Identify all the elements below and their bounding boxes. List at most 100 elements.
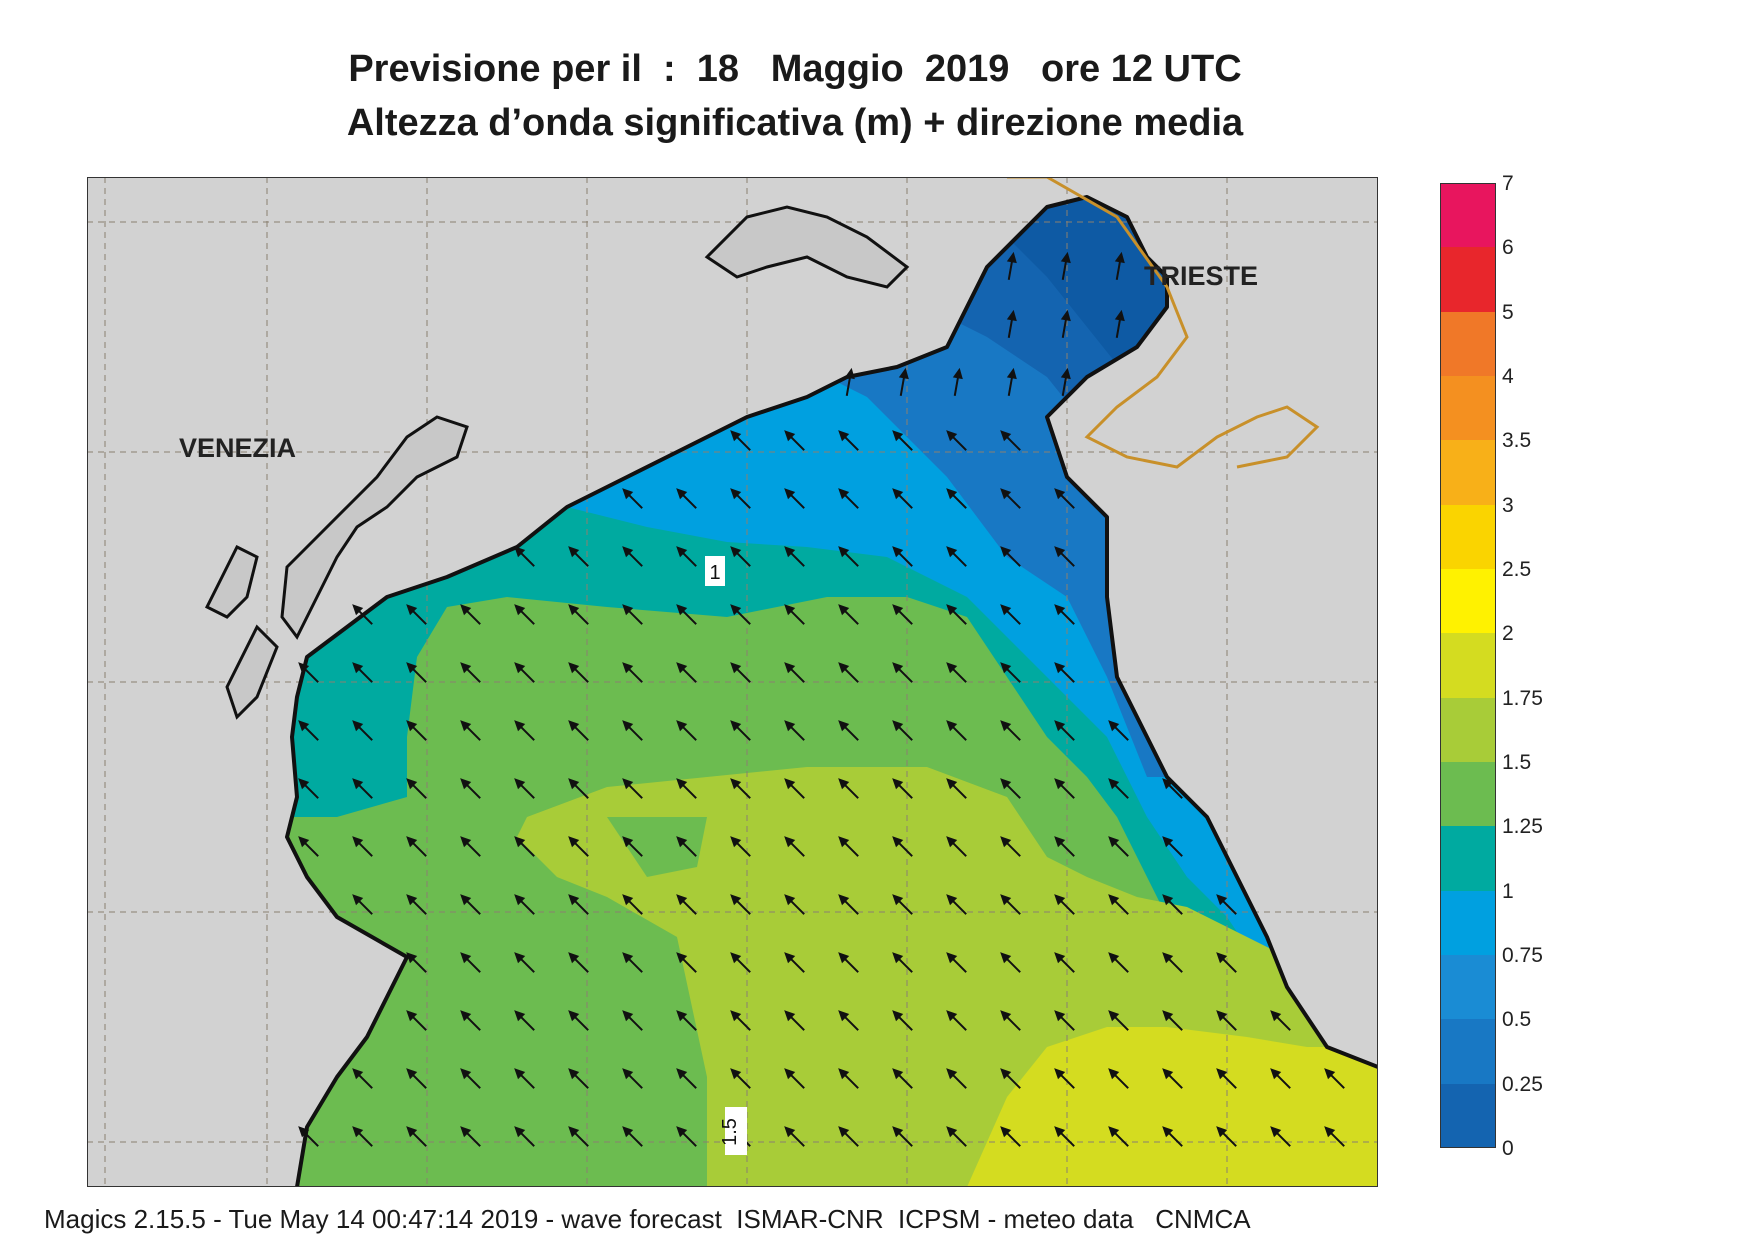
wave-arrow — [622, 836, 643, 857]
wave-arrow — [352, 604, 373, 625]
wave-arrow — [298, 778, 319, 799]
wave-arrow — [676, 546, 697, 567]
wave-arrow — [1060, 309, 1071, 338]
wave-arrow — [568, 604, 589, 625]
wave-arrow — [622, 546, 643, 567]
wave-arrow — [838, 836, 859, 857]
wave-arrow — [1000, 546, 1021, 567]
wave-arrow — [784, 430, 805, 451]
colorbar-segment — [1440, 183, 1496, 248]
wave-arrow — [406, 836, 427, 857]
wave-arrow — [676, 894, 697, 915]
wave-arrow — [622, 952, 643, 973]
wave-arrow — [1060, 367, 1071, 396]
wave-arrow — [1006, 309, 1017, 338]
venice-lagoon — [204, 415, 469, 720]
wave-arrow — [406, 952, 427, 973]
wave-arrow — [352, 720, 373, 741]
wave-arrow — [460, 778, 481, 799]
wave-arrow — [622, 604, 643, 625]
wave-arrow — [1216, 952, 1237, 973]
wave-arrow — [784, 662, 805, 683]
wave-arrow — [838, 662, 859, 683]
wave-arrow — [1054, 546, 1075, 567]
wave-arrow — [460, 836, 481, 857]
colorbar-segment — [1440, 311, 1496, 377]
colorbar-segment — [1440, 504, 1496, 570]
colorbar-segment — [1440, 1019, 1496, 1085]
wave-arrow — [1000, 1126, 1021, 1147]
wave-arrow — [1054, 894, 1075, 915]
wave-arrow — [622, 1010, 643, 1031]
wave-height-map: VENEZIA TRIESTE 1 1.5 — [87, 177, 1378, 1187]
wave-arrow — [352, 778, 373, 799]
colorbar-tick-label: 2.5 — [1502, 558, 1532, 581]
wave-arrow — [514, 546, 535, 567]
wave-arrow — [730, 894, 751, 915]
wave-arrow — [352, 836, 373, 857]
wave-arrow — [892, 952, 913, 973]
contour-label-1-5: 1.5 — [719, 1118, 741, 1146]
wave-arrow — [1162, 1010, 1183, 1031]
wave-arrow — [1108, 720, 1129, 741]
wave-arrow — [1108, 1126, 1129, 1147]
wave-arrow — [460, 720, 481, 741]
colorbar-tick-label: 7 — [1502, 172, 1514, 195]
wave-arrow — [784, 952, 805, 973]
wave-arrow — [1108, 894, 1129, 915]
colorbar-segment — [1440, 569, 1496, 634]
wave-arrow — [1054, 1126, 1075, 1147]
wave-arrow — [622, 894, 643, 915]
colorbar-segment — [1440, 633, 1496, 699]
wave-arrow — [784, 1010, 805, 1031]
wave-arrow — [730, 604, 751, 625]
colorbar-tick-label: 0 — [1502, 1137, 1514, 1160]
wave-arrow — [1006, 251, 1017, 280]
wave-arrow — [784, 894, 805, 915]
wave-arrow — [1000, 836, 1021, 857]
colorbar-segment — [1440, 762, 1496, 827]
wave-arrow — [946, 546, 967, 567]
wave-arrow — [460, 1010, 481, 1031]
wave-arrow — [946, 778, 967, 799]
wave-arrow — [784, 604, 805, 625]
colorbar-border — [1440, 183, 1496, 1148]
wave-arrow — [406, 720, 427, 741]
wave-arrow — [1054, 952, 1075, 973]
wave-arrow — [406, 1068, 427, 1089]
wave-arrow — [514, 894, 535, 915]
wave-arrow — [946, 488, 967, 509]
wave-arrow — [946, 1010, 967, 1031]
wave-arrow — [406, 778, 427, 799]
wave-arrow — [676, 662, 697, 683]
wave-arrow — [460, 604, 481, 625]
wave-arrow — [1054, 720, 1075, 741]
wave-arrow — [676, 836, 697, 857]
wave-arrow — [946, 836, 967, 857]
wave-arrow — [1162, 952, 1183, 973]
wave-arrow — [730, 488, 751, 509]
wave-arrow — [622, 488, 643, 509]
wave-arrow — [622, 778, 643, 799]
wave-arrow — [352, 1068, 373, 1089]
wave-arrow — [514, 662, 535, 683]
wave-arrow — [1216, 1068, 1237, 1089]
wave-arrow — [1114, 251, 1125, 280]
wave-arrow — [568, 836, 589, 857]
wave-arrow — [568, 720, 589, 741]
wave-arrow — [1000, 1010, 1021, 1031]
wave-arrow — [568, 894, 589, 915]
wave-arrow — [676, 720, 697, 741]
wave-arrow — [1216, 1126, 1237, 1147]
wave-arrow — [568, 1010, 589, 1031]
wave-arrow — [784, 836, 805, 857]
wave-arrow — [1000, 778, 1021, 799]
wave-arrow — [298, 1126, 319, 1147]
wave-arrow — [568, 1068, 589, 1089]
colorbar-segment — [1440, 376, 1496, 441]
border-line — [1007, 177, 1320, 469]
wave-arrow — [730, 430, 751, 451]
colorbar-tick-label: 3 — [1502, 493, 1514, 517]
colorbar-tick-label: 6 — [1502, 236, 1514, 260]
venezia-label: VENEZIA — [179, 433, 296, 463]
